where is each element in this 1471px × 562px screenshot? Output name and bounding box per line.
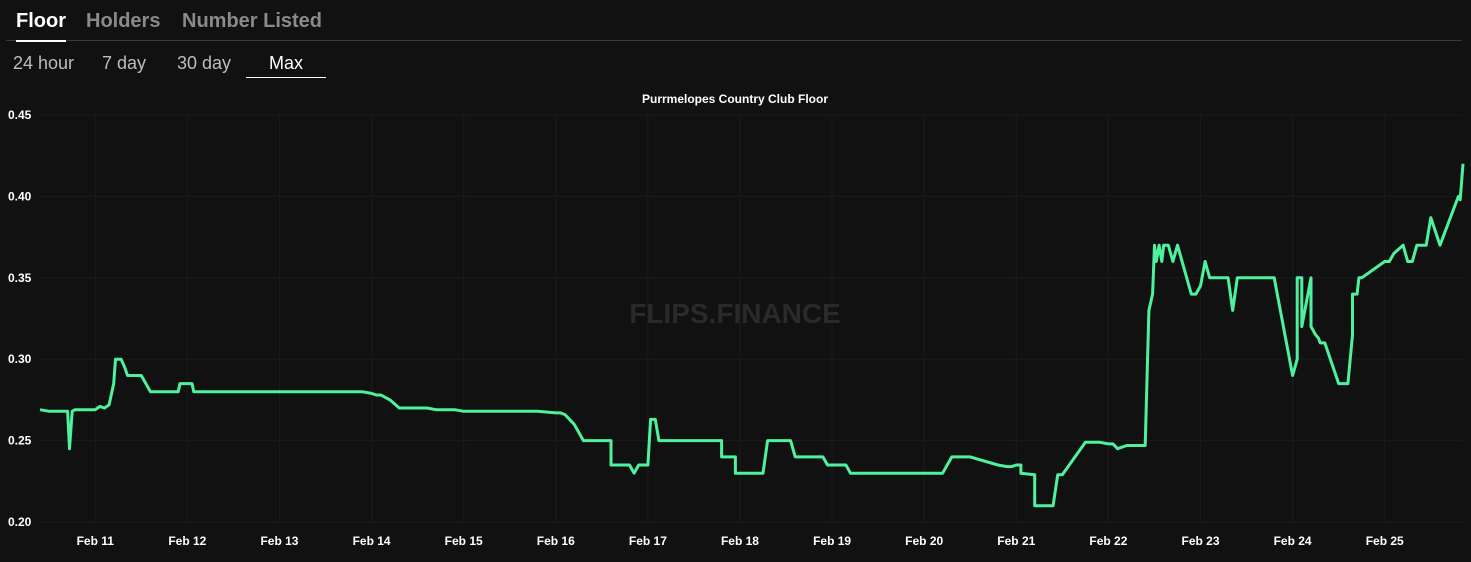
tab-floor[interactable]: Floor <box>16 10 66 42</box>
range-24-hour[interactable]: 24 hour <box>13 53 75 73</box>
x-tick-label: Feb 20 <box>905 534 943 548</box>
x-tick-label: Feb 12 <box>168 534 206 548</box>
y-tick-label: 0.45 <box>8 108 32 122</box>
y-tick-label: 0.35 <box>8 271 32 285</box>
chart-title: Purrmelopes Country Club Floor <box>642 92 828 106</box>
x-tick-label: Feb 18 <box>721 534 759 548</box>
range-max[interactable]: Max <box>246 53 326 78</box>
x-tick-label: Feb 15 <box>445 534 483 548</box>
x-tick-label: Feb 21 <box>997 534 1035 548</box>
x-tick-label: Feb 19 <box>813 534 851 548</box>
x-axis-ticks: Feb 11 Feb 12 Feb 13 Feb 14 Feb 15 Feb 16 Feb … <box>77 534 1404 548</box>
range-7-day[interactable]: 7 day <box>102 53 147 73</box>
watermark-text: FLIPS.FINANCE <box>629 298 841 329</box>
x-tick-label: Feb 22 <box>1089 534 1127 548</box>
y-tick-label: 0.25 <box>8 434 32 448</box>
tab-holders[interactable]: Holders <box>86 10 161 32</box>
y-tick-label: 0.40 <box>8 189 32 203</box>
tab-number-listed[interactable]: Number Listed <box>182 10 323 32</box>
metric-tabs: Floor Holders Number Listed <box>6 0 1462 42</box>
y-axis-ticks: 0.20 0.25 0.30 0.35 0.40 0.45 <box>8 108 32 529</box>
x-tick-label: Feb 17 <box>629 534 667 548</box>
x-tick-label: Feb 11 <box>77 534 115 548</box>
x-tick-label: Feb 16 <box>537 534 575 548</box>
range-30-day[interactable]: 30 day <box>177 53 232 73</box>
floor-price-line <box>39 163 1465 508</box>
y-tick-label: 0.30 <box>8 352 32 366</box>
x-tick-label: Feb 23 <box>1181 534 1219 548</box>
x-tick-label: Feb 24 <box>1274 534 1312 548</box>
x-tick-label: Feb 25 <box>1366 534 1404 548</box>
y-tick-label: 0.20 <box>8 515 32 529</box>
chart-grid <box>40 114 1463 523</box>
floor-price-chart: Purrmelopes Country Club Floor FLIPS.FIN… <box>8 92 1465 548</box>
x-tick-label: Feb 13 <box>260 534 298 548</box>
x-tick-label: Feb 14 <box>353 534 391 548</box>
